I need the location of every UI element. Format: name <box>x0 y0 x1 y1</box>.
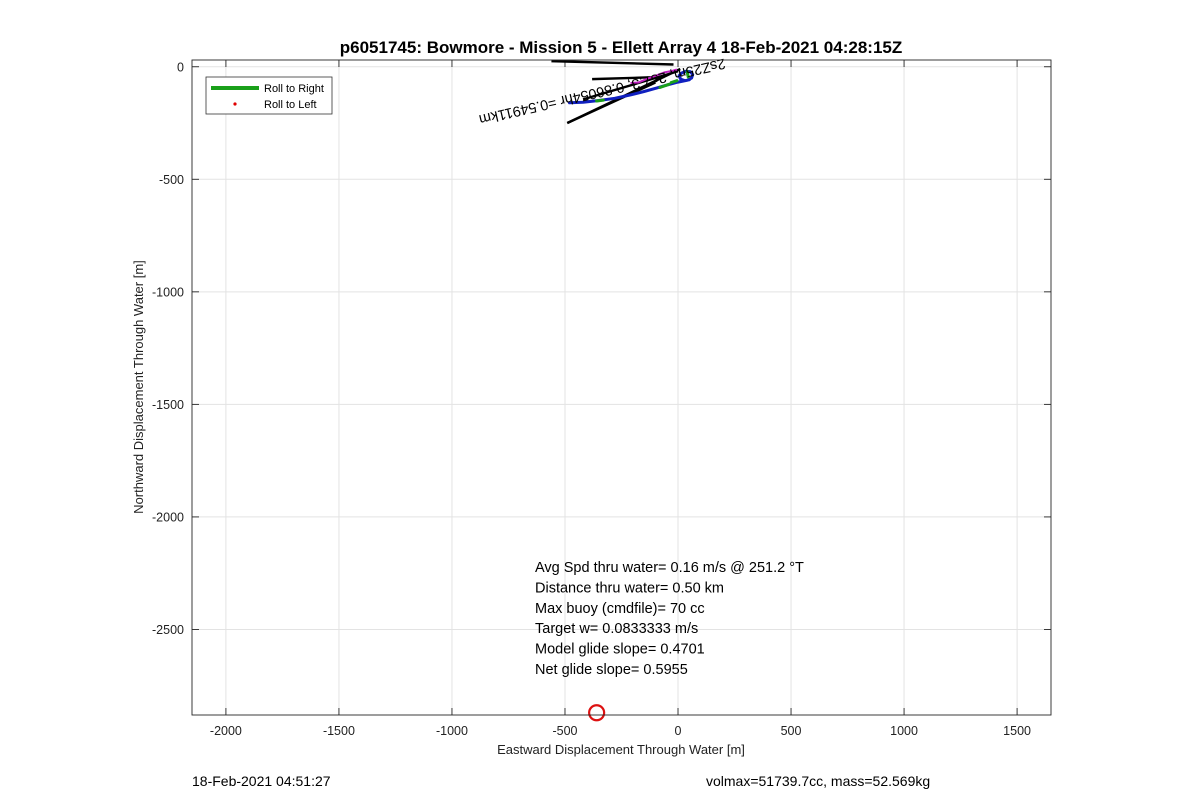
y-tick-label: 0 <box>177 60 184 74</box>
x-tick-label: -500 <box>552 724 577 738</box>
stats-line: Target w= 0.0833333 m/s <box>535 621 698 637</box>
stats-line: Max buoy (cmdfile)= 70 cc <box>535 601 705 617</box>
x-axis-label: Eastward Displacement Through Water [m] <box>497 742 745 757</box>
stats-line: Distance thru water= 0.50 km <box>535 580 724 596</box>
roll-right-segment <box>658 82 671 89</box>
footer-timestamp: 18-Feb-2021 04:51:27 <box>192 773 331 789</box>
current-position-marker <box>588 704 606 722</box>
legend-box <box>205 76 333 115</box>
magenta-path <box>630 68 678 84</box>
x-tick-label: 1000 <box>890 724 918 738</box>
y-tick-label: -1000 <box>152 285 184 299</box>
x-tick-label: 1500 <box>1003 724 1031 738</box>
plot-frame <box>191 59 1052 716</box>
x-axis-ticks: -2000 -1500 -1000 -500 0 500 1000 1500 <box>210 60 1031 738</box>
chart-title: p6051745: Bowmore - Mission 5 - Ellett A… <box>340 38 903 57</box>
y-tick-label: -500 <box>159 173 184 187</box>
legend-roll-left-swatch <box>233 102 237 106</box>
stats-line: Avg Spd thru water= 0.16 m/s @ 251.2 °T <box>535 560 804 576</box>
y-tick-label: -1500 <box>152 398 184 412</box>
grid <box>192 60 1051 715</box>
footer-vehicle-info: volmax=51739.7cc, mass=52.569kg <box>706 773 931 789</box>
stats-line: Net glide slope= 0.5955 <box>535 662 688 678</box>
plot-area <box>192 60 1051 715</box>
heading-line <box>551 59 674 66</box>
y-axis-ticks: 0 -500 -1000 -1500 -2000 -2500 <box>152 60 1051 637</box>
x-tick-label: 0 <box>675 724 682 738</box>
y-tick-label: -2000 <box>152 510 184 524</box>
glider-track <box>568 69 695 105</box>
legend-roll-right-label: Roll to Right <box>264 83 324 95</box>
roll-right-segment <box>595 98 605 103</box>
legend: Roll to Right Roll to Left <box>205 76 333 115</box>
legend-roll-left-label: Roll to Left <box>264 99 317 111</box>
y-tick-label: -2500 <box>152 623 184 637</box>
y-axis-label: Northward Displacement Through Water [m] <box>131 260 146 514</box>
roll-right-segment <box>685 69 690 79</box>
x-tick-label: 500 <box>781 724 802 738</box>
x-tick-label: -1500 <box>323 724 355 738</box>
x-tick-label: -2000 <box>210 724 242 738</box>
stats-line: Model glide slope= 0.4701 <box>535 642 705 658</box>
x-tick-label: -1000 <box>436 724 468 738</box>
roll-right-segment <box>669 79 679 84</box>
stats-annotation: Avg Spd thru water= 0.16 m/s @ 251.2 °T D… <box>535 560 804 678</box>
